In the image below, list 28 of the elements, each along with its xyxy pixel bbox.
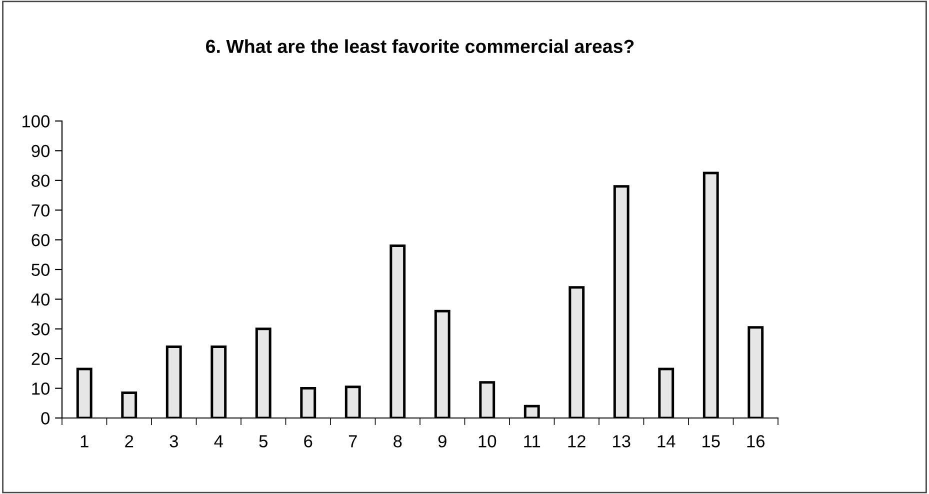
x-tick-label: 1 [80,435,88,448]
x-tick-label: 12 [568,435,586,448]
x-tick-label: 13 [613,435,630,448]
x-tick-label: 4 [214,435,223,448]
y-tick-label: 100 [22,115,50,128]
y-tick-label: 70 [32,204,50,217]
x-tick-label: 10 [478,435,496,448]
x-tick-label: 7 [348,435,357,448]
y-tick-label: 60 [32,234,50,246]
x-tick-label: 5 [259,435,268,448]
x-tick-label: 8 [394,435,402,448]
y-tick-label: 0 [41,412,50,424]
y-tick-label: 20 [32,352,50,366]
x-tick-label: 6 [304,435,312,448]
x-tick-label: 3 [170,435,178,448]
y-tick-label: 50 [32,264,50,276]
chart-title: 6. What are the least favorite commercial areas? [206,39,634,54]
y-tick-label: 30 [32,323,50,336]
y-tick-label: 80 [32,174,50,187]
x-tick-label: 2 [125,435,134,448]
x-tick-label: 16 [747,435,765,448]
x-tick-label: 9 [438,435,446,448]
x-tick-label: 14 [658,435,676,448]
y-tick-label: 40 [31,293,50,306]
x-tick-label: 15 [702,435,720,448]
y-tick-label: 90 [32,144,50,158]
x-tick-label: 11 [524,435,540,448]
y-tick-label: 10 [32,382,50,395]
